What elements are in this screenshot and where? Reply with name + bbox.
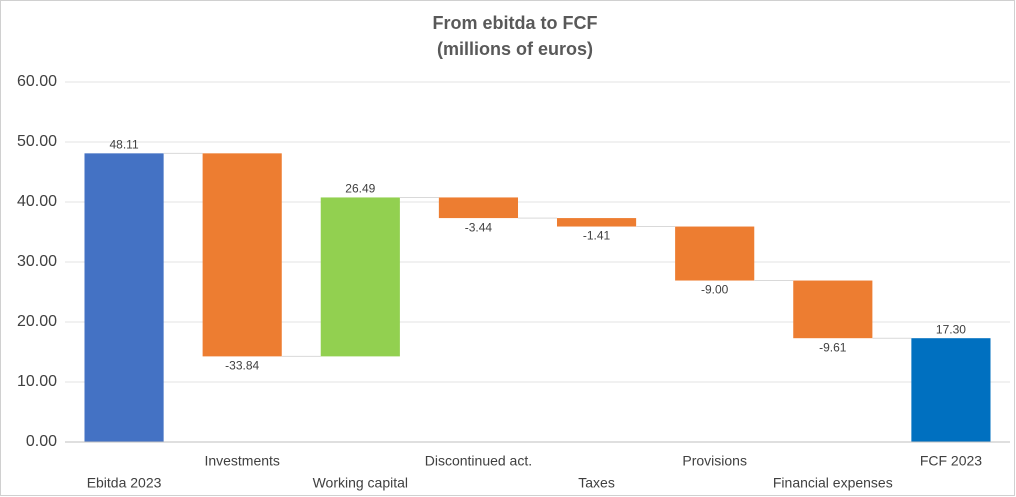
y-tick-label: 30.00 bbox=[17, 253, 57, 270]
bar bbox=[202, 153, 282, 357]
data-label: -9.61 bbox=[819, 340, 847, 354]
x-tick-label: Discontinued act. bbox=[425, 453, 532, 469]
y-tick-label: 20.00 bbox=[17, 313, 57, 330]
data-label: 48.11 bbox=[109, 138, 138, 152]
data-label: -3.44 bbox=[465, 220, 493, 234]
x-tick-label: Ebitda 2023 bbox=[87, 475, 162, 491]
x-tick-label: FCF 2023 bbox=[920, 453, 982, 469]
data-label: -33.84 bbox=[225, 359, 259, 373]
x-tick-label: Taxes bbox=[578, 475, 615, 491]
bar bbox=[320, 197, 400, 357]
data-label: 26.49 bbox=[345, 182, 375, 196]
x-tick-label: Investments bbox=[204, 453, 279, 469]
data-label: -9.00 bbox=[701, 283, 729, 297]
data-label: -1.41 bbox=[583, 229, 611, 243]
bar bbox=[911, 338, 991, 442]
bar bbox=[793, 280, 873, 339]
bar bbox=[556, 218, 637, 227]
bar bbox=[675, 226, 755, 281]
y-tick-label: 50.00 bbox=[17, 133, 57, 150]
bar bbox=[84, 153, 164, 442]
x-tick-label: Working capital bbox=[313, 475, 408, 491]
y-tick-label: 0.00 bbox=[26, 433, 57, 450]
y-tick-label: 10.00 bbox=[17, 373, 57, 390]
chart-subtitle: (millions of euros) bbox=[437, 39, 593, 59]
x-tick-label: Provisions bbox=[682, 453, 747, 469]
data-label: 17.30 bbox=[936, 322, 966, 336]
chart-title: From ebitda to FCF bbox=[433, 13, 598, 33]
y-tick-label: 60.00 bbox=[17, 73, 57, 90]
bar bbox=[438, 197, 519, 219]
x-tick-label: Financial expenses bbox=[773, 475, 893, 491]
y-tick-label: 40.00 bbox=[17, 193, 57, 210]
